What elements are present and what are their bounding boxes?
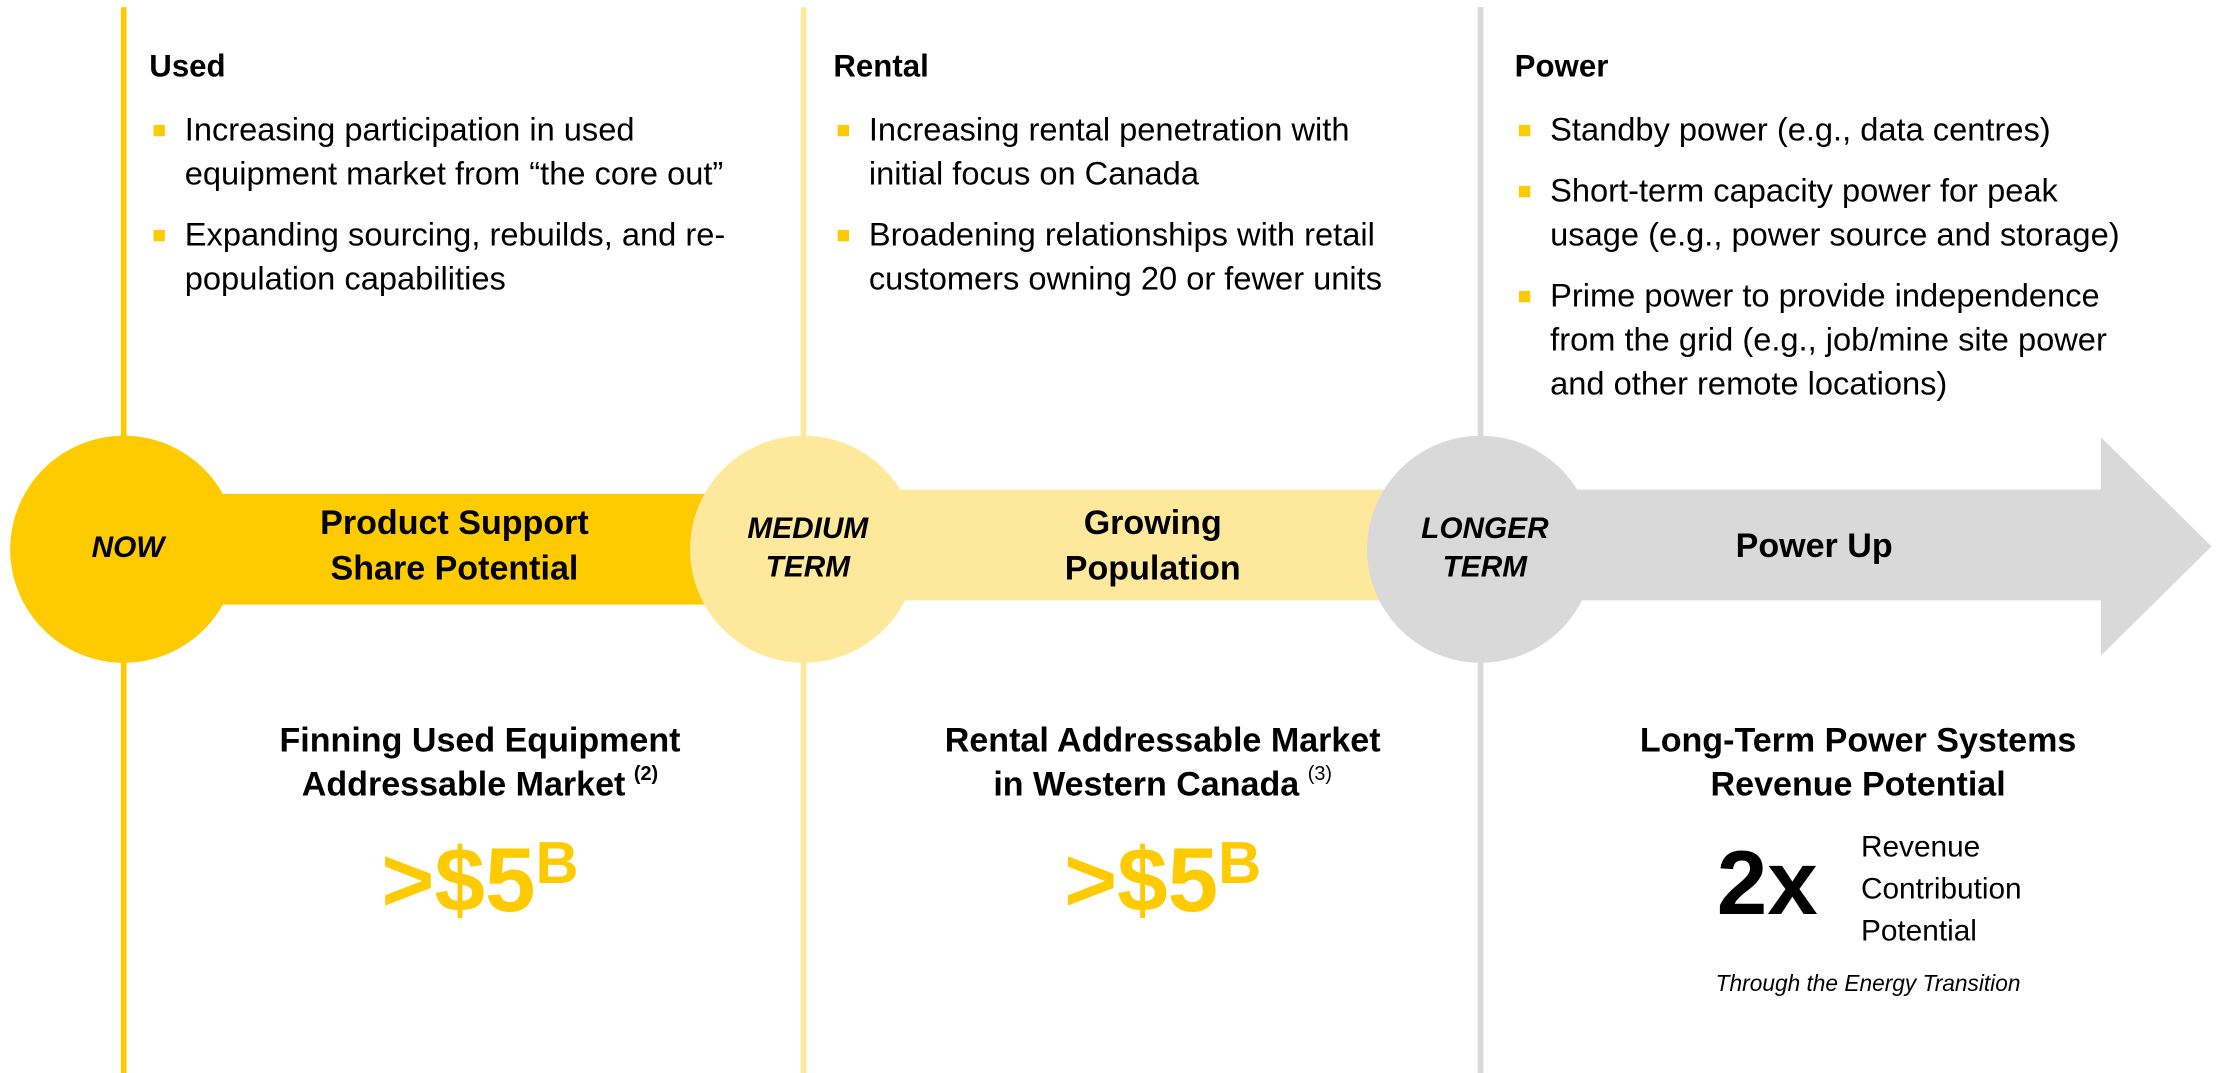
market-title-text: Addressable Market (302, 765, 626, 803)
arrow-label: Power Up (1736, 527, 1893, 565)
stage-circle (10, 435, 238, 663)
bullet-text: Short-term capacity power for peak (1550, 172, 2058, 209)
bullet-text: usage (e.g., power source and storage) (1550, 216, 2119, 253)
bullet (1518, 185, 1531, 198)
bullet (153, 229, 165, 242)
stage-label: LONGER (1421, 512, 1549, 545)
bullet-text: Prime power to provide independence (1550, 277, 2100, 314)
bullet-text: from the grid (e.g., job/mine site power (1550, 321, 2107, 358)
bullet-text: customers owning 20 or fewer units (869, 260, 1382, 297)
heading: Power (1515, 48, 1609, 83)
bullet-text: equipment market from “the core out” (185, 155, 724, 192)
unit: B (535, 829, 578, 896)
market-title-text: in Western Canada (993, 765, 1300, 803)
bullet-text: initial focus on Canada (869, 155, 1200, 192)
bullet-text: Increasing participation in used (185, 111, 635, 148)
footnote: (3) (1308, 763, 1332, 785)
band (880, 489, 1420, 601)
bullet (837, 124, 850, 137)
bullet-text: and other remote locations) (1550, 365, 1947, 402)
unit: B (1218, 829, 1261, 896)
heading: Used (149, 48, 225, 83)
arrow-label: Product Support (320, 504, 589, 542)
footnote: (2) (634, 763, 658, 785)
stage-label: MEDIUM (747, 512, 869, 545)
bullet-text: Increasing rental penetration with (869, 111, 1350, 148)
bullet-text: Standby power (e.g., data centres) (1550, 111, 2051, 148)
value-note: Potential (1861, 914, 1977, 947)
band (198, 493, 739, 605)
bullet (1518, 290, 1531, 303)
market-title: Long-Term Power Systems (1640, 721, 2076, 759)
stage-label: TERM (1443, 550, 1529, 583)
stage-label: NOW (92, 531, 168, 564)
stage-circle (1367, 435, 1595, 663)
arrow-label: Growing (1084, 504, 1222, 542)
market-title: Finning Used Equipment (279, 721, 680, 759)
value-note: Contribution (1861, 872, 2022, 905)
heading: Rental (833, 48, 928, 83)
stage-circle (690, 435, 918, 663)
market-value: >$5B (381, 829, 578, 931)
market-title: Addressable Market (2) (302, 763, 658, 803)
bullet (153, 124, 165, 137)
value: >$5 (1064, 830, 1218, 931)
market-title: in Western Canada (3) (993, 763, 1332, 803)
value: >$5 (381, 830, 535, 931)
bullet-text: Broadening relationships with retail (869, 216, 1375, 253)
bullet-text: population capabilities (185, 260, 506, 297)
market-value: 2x (1717, 833, 1818, 934)
arrow-label: Share Potential (331, 550, 579, 588)
value-note: Revenue (1861, 831, 1980, 864)
arrow (1561, 437, 2212, 656)
stage-label: TERM (766, 550, 852, 583)
bullet (1518, 124, 1531, 137)
bullet-text: Expanding sourcing, rebuilds, and re- (185, 216, 725, 253)
bullet (837, 229, 850, 242)
caption: Through the Energy Transition (1716, 970, 2021, 996)
market-title: Rental Addressable Market (945, 721, 1381, 759)
market-title: Revenue Potential (1711, 765, 2006, 803)
arrow-label: Population (1065, 550, 1241, 588)
market-value: >$5B (1064, 829, 1261, 931)
